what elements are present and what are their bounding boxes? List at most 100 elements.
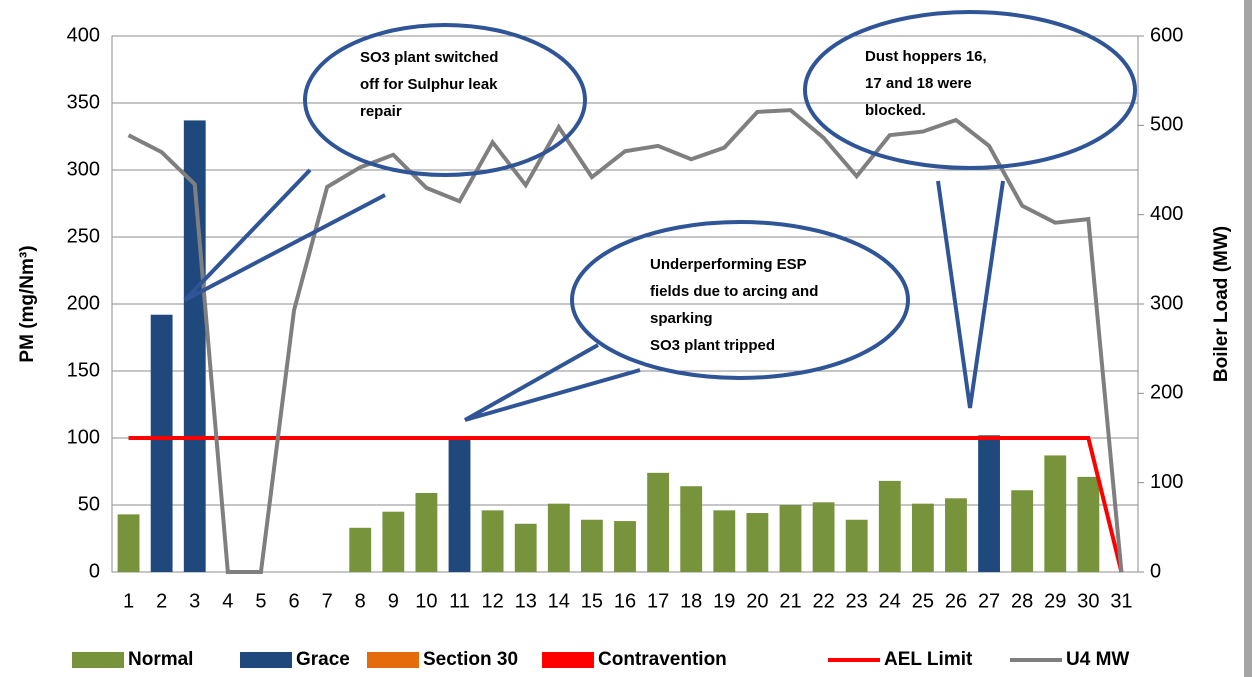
bar	[514, 523, 537, 572]
callout-tail	[464, 343, 641, 422]
callout-tail	[936, 180, 1005, 409]
x-tick-label: 29	[1044, 590, 1066, 612]
bar	[415, 492, 438, 572]
legend-label: Grace	[296, 649, 350, 670]
x-tick-label: 9	[388, 590, 399, 612]
x-tick-label: 23	[846, 590, 868, 612]
y2-tick-label: 0	[1150, 560, 1161, 582]
bar	[580, 519, 603, 572]
line-series	[128, 436, 1124, 573]
annotation-text: Underperforming ESP	[650, 256, 807, 273]
legend-swatch	[240, 652, 292, 668]
x-tick-label: 2	[156, 590, 167, 612]
x-tick-label: 31	[1110, 590, 1132, 612]
y-tick-label: 350	[67, 91, 100, 113]
legend-swatch	[367, 652, 419, 668]
callout-tail	[183, 168, 386, 302]
y-axis-label: PM (mg/Nm³)	[17, 245, 38, 362]
x-tick-label: 18	[680, 590, 702, 612]
x-tick-label: 7	[322, 590, 333, 612]
legend-label: AEL Limit	[884, 649, 973, 670]
y-tick-label: 150	[67, 359, 100, 381]
x-tick-label: 25	[912, 590, 934, 612]
x-tick-label: 27	[978, 590, 1000, 612]
annotation-text: 17 and 18 were	[865, 75, 972, 92]
x-tick-label: 4	[222, 590, 233, 612]
y-tick-label: 100	[67, 426, 100, 448]
x-tick-label: 16	[614, 590, 636, 612]
x-tick-label: 10	[415, 590, 437, 612]
bar	[878, 480, 901, 572]
x-tick-label: 1	[123, 590, 134, 612]
bar	[1044, 455, 1067, 572]
bar	[614, 521, 636, 572]
y2-tick-label: 300	[1150, 292, 1183, 314]
callout	[303, 23, 587, 177]
x-tick-label: 5	[255, 590, 266, 612]
y-tick-label: 250	[67, 225, 100, 247]
x-tick-label: 3	[189, 590, 200, 612]
y2-tick-label: 200	[1150, 382, 1183, 404]
y2-axis-label: Boiler Load (MW)	[1211, 226, 1232, 382]
bar	[647, 472, 670, 572]
bar	[812, 502, 835, 572]
callout	[803, 10, 1137, 170]
x-tick-label: 8	[355, 590, 366, 612]
x-tick-label: 17	[647, 590, 669, 612]
x-tick-label: 11	[449, 590, 470, 612]
y-tick-label: 0	[89, 560, 100, 582]
y2-tick-label: 100	[1150, 471, 1183, 493]
x-tick-label: 20	[746, 590, 768, 612]
x-tick-label: 24	[879, 590, 901, 612]
edge-bar	[1244, 0, 1252, 677]
bar	[117, 514, 140, 572]
annotation-text: repair	[360, 103, 402, 120]
legend-label: U4 MW	[1066, 649, 1129, 670]
legend-swatch	[542, 652, 594, 668]
x-tick-label: 19	[713, 590, 735, 612]
x-tick-label: 12	[481, 590, 503, 612]
annotation-text: off for Sulphur leak	[360, 76, 498, 93]
annotation-text: blocked.	[865, 102, 926, 119]
line-series	[127, 108, 1124, 574]
bar	[713, 510, 736, 572]
annotation-text: sparking	[650, 310, 713, 327]
callout	[570, 220, 910, 380]
annotation-text: Dust hoppers 16,	[865, 48, 987, 65]
x-tick-label: 15	[581, 590, 603, 612]
x-tick-label: 6	[288, 590, 299, 612]
bar	[945, 498, 967, 572]
annotation-text: fields due to arcing and	[650, 283, 818, 300]
x-tick-label: 22	[812, 590, 834, 612]
y2-tick-label: 400	[1150, 203, 1183, 225]
annotation-text: SO3 plant switched	[360, 49, 498, 66]
legend-label: Contravention	[598, 649, 727, 670]
legend-label: Normal	[128, 649, 193, 670]
bar	[150, 314, 173, 572]
bar	[448, 436, 471, 572]
legend-swatch	[72, 652, 124, 668]
bar	[779, 505, 802, 572]
x-tick-label: 21	[779, 590, 801, 612]
bar	[845, 519, 868, 572]
bar	[911, 503, 934, 572]
bar	[349, 527, 372, 572]
bar	[547, 503, 570, 572]
bar	[1011, 490, 1034, 572]
annotation-text: SO3 plant tripped	[650, 337, 775, 354]
bar	[746, 513, 769, 572]
x-tick-label: 13	[515, 590, 537, 612]
y2-tick-label: 500	[1150, 114, 1183, 136]
y-tick-label: 400	[67, 24, 100, 46]
y-tick-label: 50	[78, 493, 100, 515]
bar	[382, 511, 405, 572]
bar	[481, 510, 504, 572]
x-tick-label: 26	[945, 590, 967, 612]
y-tick-label: 200	[67, 292, 100, 314]
bar	[978, 435, 1000, 572]
x-tick-label: 28	[1011, 590, 1033, 612]
x-tick-label: 30	[1077, 590, 1099, 612]
x-tick-label: 14	[548, 590, 570, 612]
y2-tick-label: 600	[1150, 24, 1183, 46]
